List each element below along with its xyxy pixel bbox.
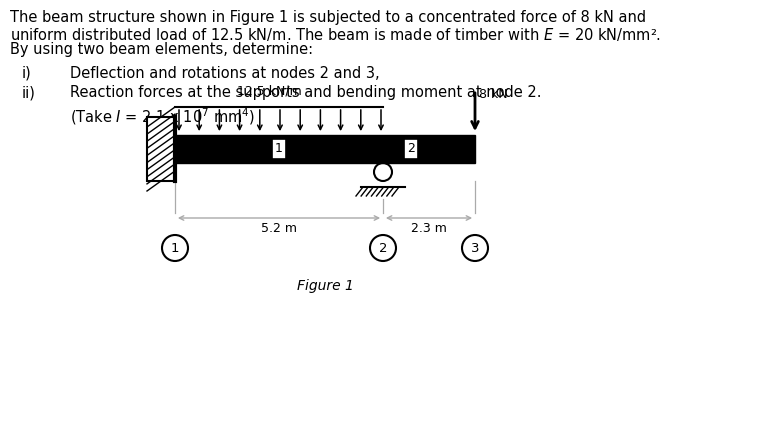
Text: 2.3 m: 2.3 m (411, 222, 447, 235)
Text: 12.5 kN/m: 12.5 kN/m (237, 84, 301, 97)
Text: 8 kN: 8 kN (479, 88, 507, 101)
Polygon shape (147, 117, 175, 181)
Text: Deflection and rotations at nodes 2 and 3,: Deflection and rotations at nodes 2 and … (70, 66, 380, 81)
Text: uniform distributed load of 12.5 kN/m. The beam is made of timber with $E$ = 20 : uniform distributed load of 12.5 kN/m. T… (10, 26, 661, 43)
Text: 2: 2 (407, 142, 415, 155)
Text: The beam structure shown in Figure 1 is subjected to a concentrated force of 8 k: The beam structure shown in Figure 1 is … (10, 10, 646, 25)
Text: Figure 1: Figure 1 (297, 279, 354, 293)
Text: i): i) (22, 66, 32, 81)
Text: 2: 2 (378, 241, 387, 254)
Text: 1: 1 (171, 241, 179, 254)
Text: ii): ii) (22, 85, 36, 100)
Polygon shape (175, 135, 475, 163)
Text: 3: 3 (471, 241, 479, 254)
Text: Reaction forces at the supports and bending moment at node 2.: Reaction forces at the supports and bend… (70, 85, 542, 100)
Text: (Take $I$ = 2.1 x 10$^7$ mm$^4$): (Take $I$ = 2.1 x 10$^7$ mm$^4$) (70, 106, 255, 127)
Text: By using two beam elements, determine:: By using two beam elements, determine: (10, 42, 313, 57)
Text: 1: 1 (275, 142, 283, 155)
Text: 5.2 m: 5.2 m (261, 222, 297, 235)
